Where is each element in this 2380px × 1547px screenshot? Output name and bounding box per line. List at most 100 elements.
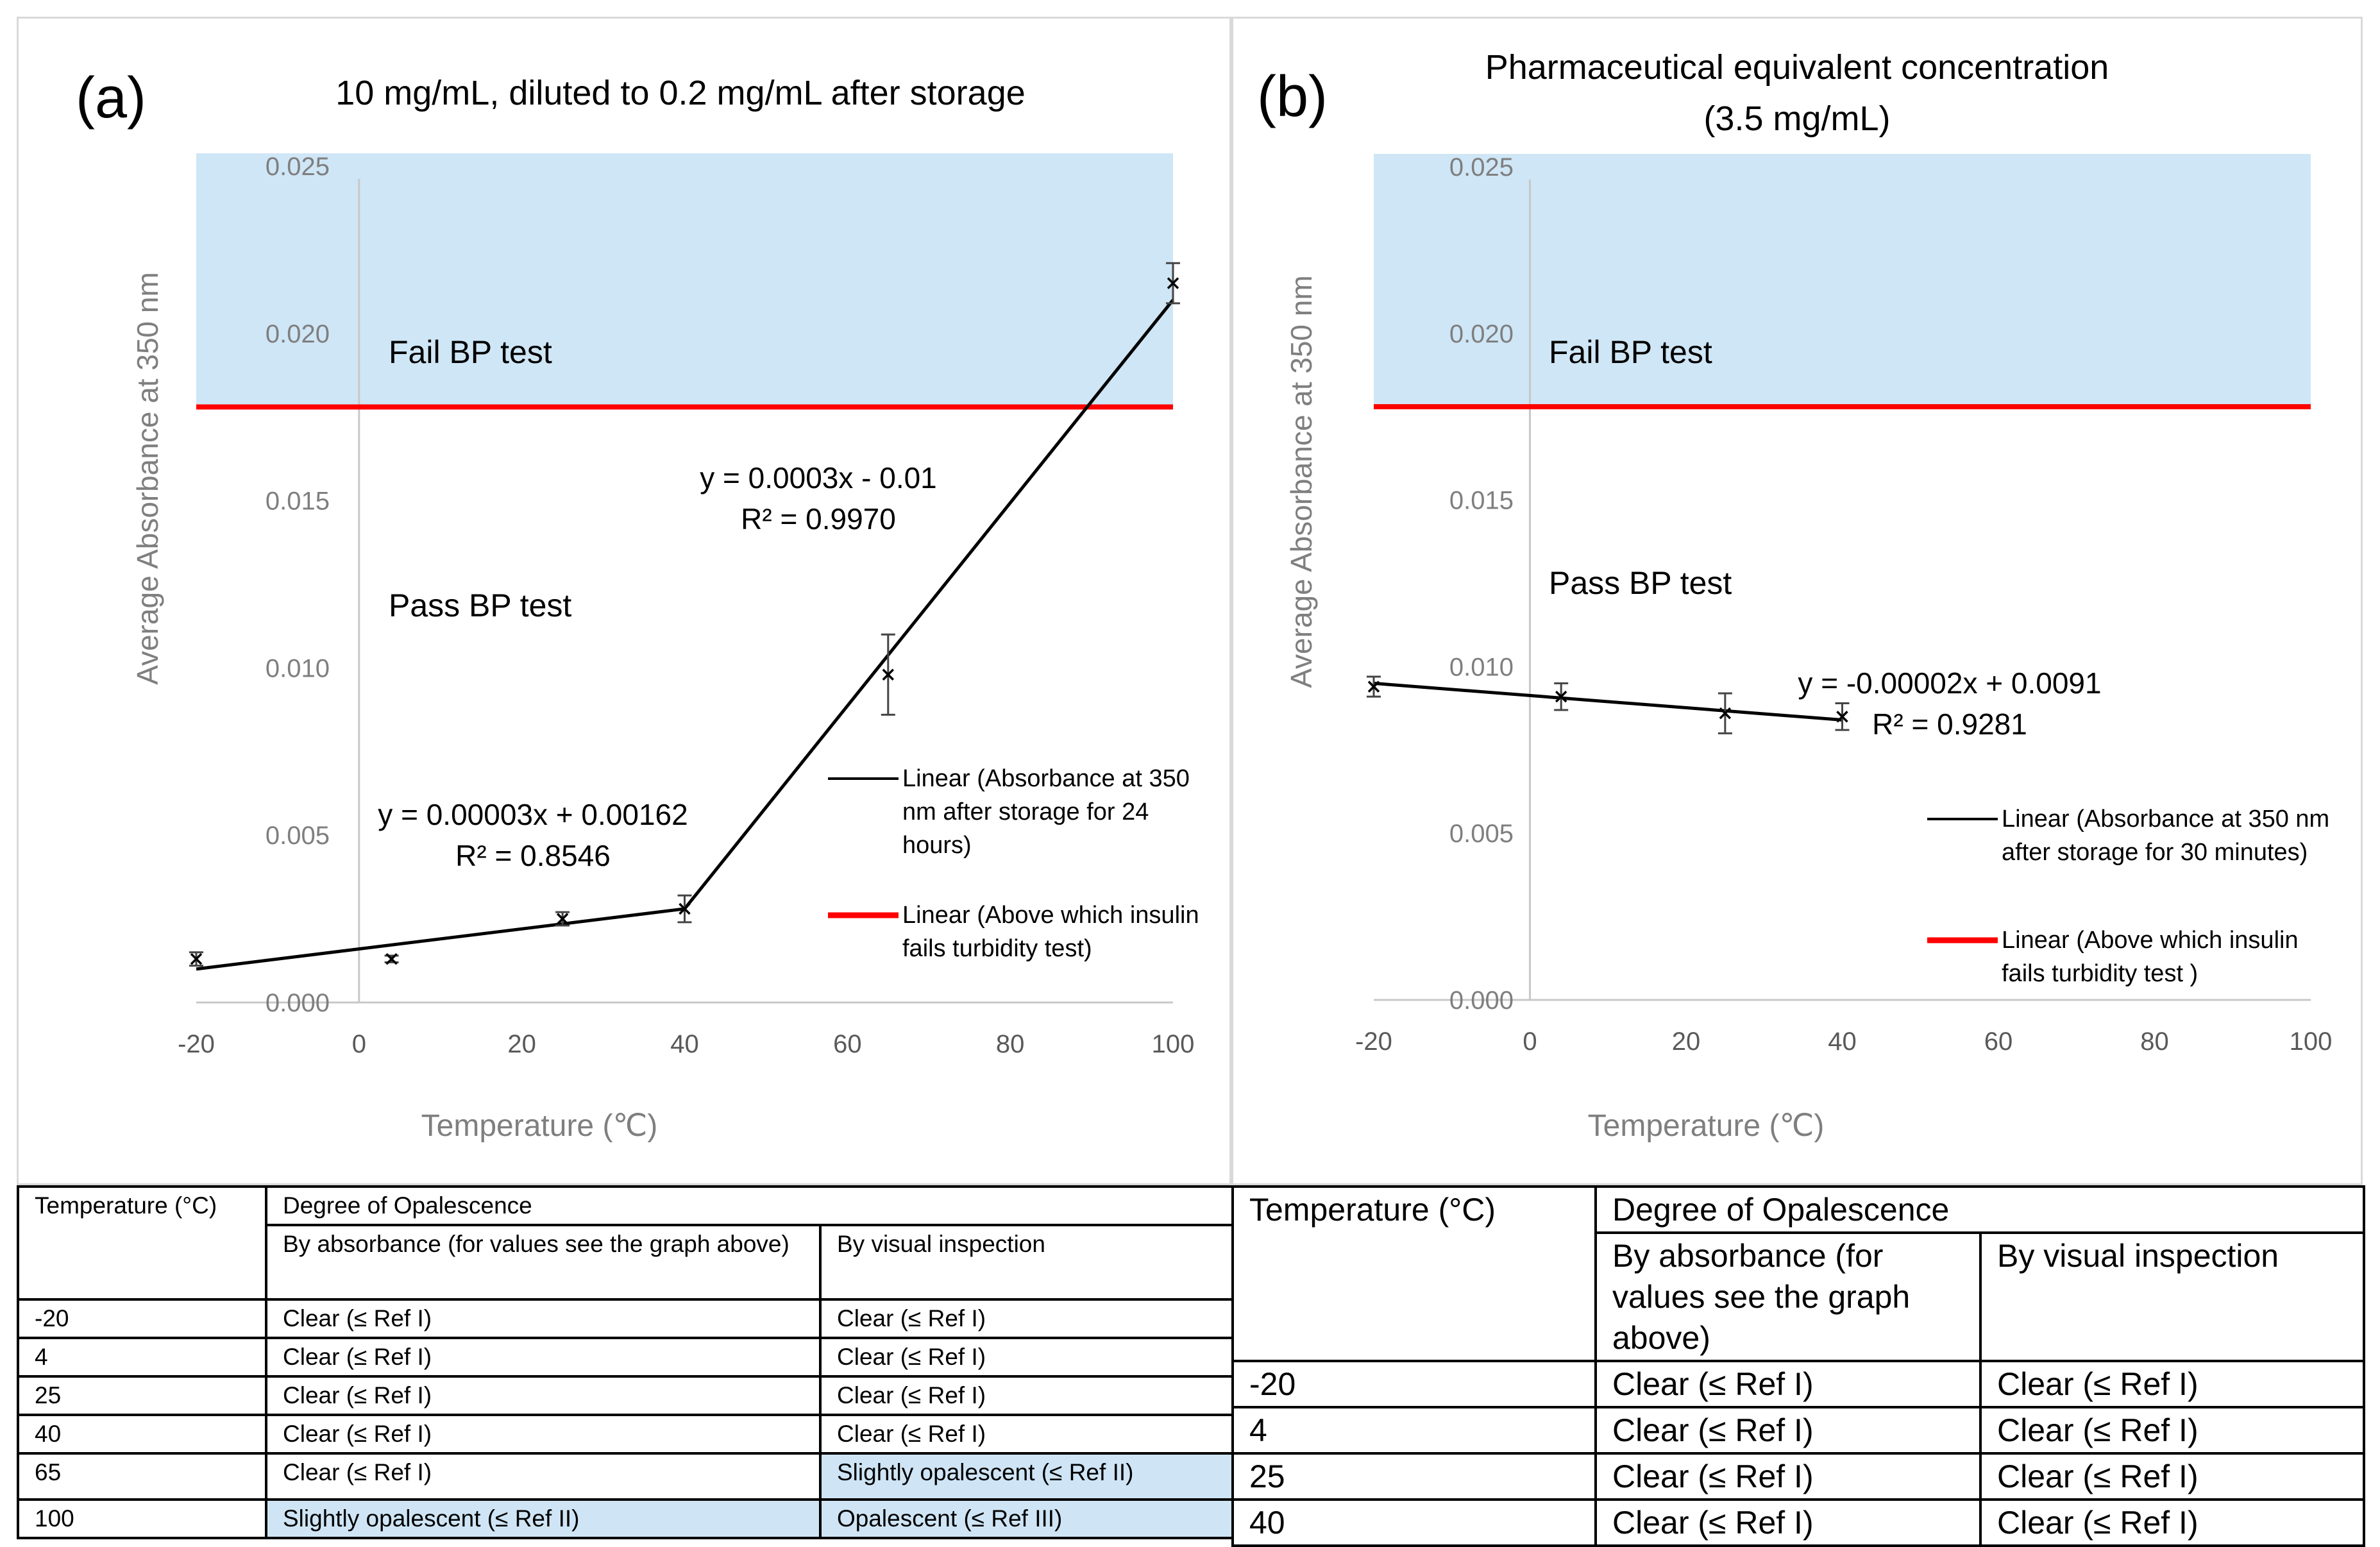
trendline-equation: y = 0.0003x - 0.01 bbox=[700, 461, 937, 495]
pass-region-label: Pass BP test bbox=[389, 588, 571, 623]
chart-a: 0.000 0.005 0.010 0.015 0.020 0.025 -20 0 20 40 60… bbox=[76, 66, 1199, 1143]
header-temperature: Temperature (°C) bbox=[1231, 1185, 1597, 1362]
x-tick-label: 80 bbox=[996, 1030, 1025, 1058]
opalescence-table-a: Temperature (°C) Degree of Opalescence B… bbox=[17, 1185, 1234, 1539]
x-tick-label: 20 bbox=[507, 1030, 536, 1058]
x-tick-label: 80 bbox=[2140, 1027, 2169, 1056]
cell-temp: 4 bbox=[1231, 1406, 1597, 1455]
cell-absorbance: Clear (≤ Ref I) bbox=[265, 1452, 822, 1501]
chart-title: 10 mg/mL, diluted to 0.2 mg/mL after sto… bbox=[335, 74, 1025, 112]
legend-label: nm after storage for 24 bbox=[902, 799, 1149, 825]
y-tick-label: 0.015 bbox=[266, 487, 330, 516]
trendline-r-squared: R² = 0.8546 bbox=[455, 839, 611, 872]
header-visual: By visual inspection bbox=[1979, 1231, 2366, 1362]
cell-visual: Slightly opalescent (≤ Ref II) bbox=[819, 1452, 1234, 1501]
y-tick-label: 0.025 bbox=[1449, 153, 1514, 182]
cell-visual: Opalescent (≤ Ref III) bbox=[819, 1498, 1234, 1539]
cell-temp: -20 bbox=[1231, 1360, 1597, 1408]
trendline-r-squared: R² = 0.9970 bbox=[741, 502, 896, 536]
y-tick-label: 0.010 bbox=[1449, 653, 1514, 681]
table-row: 100 Slightly opalescent (≤ Ref II) Opale… bbox=[17, 1498, 1234, 1539]
cell-visual: Clear (≤ Ref I) bbox=[819, 1375, 1234, 1416]
header-degree: Degree of Opalescence bbox=[1594, 1185, 2366, 1234]
fail-region bbox=[196, 153, 1173, 407]
table-row: 4 Clear (≤ Ref I) Clear (≤ Ref I) bbox=[1231, 1406, 2366, 1455]
x-tick-label: 0 bbox=[352, 1030, 366, 1058]
cell-temp: 40 bbox=[17, 1414, 267, 1455]
table-subheader-row: By absorbance (for values see the graph … bbox=[18, 1224, 1234, 1301]
fail-region-label: Fail BP test bbox=[1549, 334, 1712, 370]
y-tick-label: 0.000 bbox=[266, 989, 330, 1017]
fail-region-label: Fail BP test bbox=[389, 334, 552, 370]
y-tick-label: 0.015 bbox=[1449, 487, 1514, 515]
data-point bbox=[882, 668, 895, 681]
table-header-row: Temperature (°C) Degree of Opalescence bbox=[17, 1185, 1234, 1301]
header-temperature: Temperature (°C) bbox=[17, 1185, 267, 1301]
cell-visual: Clear (≤ Ref I) bbox=[819, 1337, 1234, 1378]
panel-b-frame bbox=[1231, 17, 2363, 1185]
cell-visual: Clear (≤ Ref I) bbox=[1979, 1498, 2366, 1547]
x-tick-label: 100 bbox=[2290, 1027, 2333, 1056]
y-tick-label: 0.025 bbox=[266, 153, 330, 181]
x-tick-label: 60 bbox=[1984, 1027, 2013, 1056]
data-point bbox=[679, 902, 691, 915]
chart-b: 0.000 0.005 0.010 0.015 0.020 0.025 -20 0 20 40 60… bbox=[1257, 48, 2333, 1143]
table-row: 40 Clear (≤ Ref I) Clear (≤ Ref I) bbox=[1231, 1498, 2366, 1547]
legend-label: Linear (Absorbance at 350 nm bbox=[2002, 806, 2329, 833]
cell-absorbance: Clear (≤ Ref I) bbox=[265, 1375, 822, 1416]
data-point bbox=[385, 952, 398, 965]
cell-visual: Clear (≤ Ref I) bbox=[1979, 1406, 2366, 1455]
y-tick-label: 0.005 bbox=[1449, 820, 1514, 848]
cell-temp: 25 bbox=[17, 1375, 267, 1416]
cell-temp: 65 bbox=[17, 1452, 267, 1501]
y-axis-title: Average Absorbance at 350 nm bbox=[1285, 275, 1318, 688]
data-point bbox=[1167, 277, 1179, 289]
pass-region-label: Pass BP test bbox=[1549, 565, 1732, 601]
table-row: 40 Clear (≤ Ref I) Clear (≤ Ref I) bbox=[17, 1414, 1234, 1455]
legend-label: Linear (Absorbance at 350 bbox=[902, 765, 1190, 792]
x-tick-label: -20 bbox=[1355, 1027, 1392, 1056]
legend-label: fails turbidity test ) bbox=[2002, 960, 2198, 987]
data-point bbox=[1367, 681, 1380, 693]
trendline bbox=[683, 299, 1174, 910]
cell-absorbance: Slightly opalescent (≤ Ref II) bbox=[265, 1498, 822, 1539]
cell-visual: Clear (≤ Ref I) bbox=[819, 1298, 1234, 1339]
x-axis-title: Temperature (℃) bbox=[421, 1109, 658, 1143]
data-point bbox=[1719, 707, 1732, 720]
trendline-equation: y = -0.00002x + 0.0091 bbox=[1798, 666, 2101, 700]
table-row: 25 Clear (≤ Ref I) Clear (≤ Ref I) bbox=[17, 1375, 1234, 1416]
cell-visual: Clear (≤ Ref I) bbox=[1979, 1452, 2366, 1501]
table-header-row: Temperature (°C) Degree of Opalescence bbox=[1231, 1185, 2366, 1362]
panel-a-frame bbox=[17, 17, 1231, 1185]
cell-absorbance: Clear (≤ Ref I) bbox=[265, 1414, 822, 1455]
x-axis-title: Temperature (℃) bbox=[1588, 1109, 1825, 1143]
header-absorbance: By absorbance (for values see the graph … bbox=[265, 1224, 822, 1301]
legend-label: Linear (Above which insulin bbox=[2002, 927, 2299, 954]
y-tick-label: 0.020 bbox=[266, 320, 330, 348]
trendline-r-squared: R² = 0.9281 bbox=[1872, 707, 2027, 741]
trendline bbox=[1373, 681, 1843, 722]
x-tick-label: 100 bbox=[1152, 1030, 1195, 1058]
y-tick-label: 0.005 bbox=[266, 822, 330, 850]
cell-absorbance: Clear (≤ Ref I) bbox=[1594, 1452, 1982, 1501]
y-tick-label: 0.000 bbox=[1449, 986, 1514, 1015]
x-tick-label: 60 bbox=[833, 1030, 862, 1058]
cell-temp: 4 bbox=[17, 1337, 267, 1378]
x-tick-label: 0 bbox=[1523, 1027, 1537, 1056]
cell-absorbance: Clear (≤ Ref I) bbox=[1594, 1498, 1982, 1547]
header-absorbance: By absorbance (for values see the graph … bbox=[1594, 1231, 1982, 1362]
legend-label: after storage for 30 minutes) bbox=[2002, 839, 2308, 866]
cell-absorbance: Clear (≤ Ref I) bbox=[265, 1298, 822, 1339]
fail-region bbox=[1374, 154, 2311, 407]
cell-absorbance: Clear (≤ Ref I) bbox=[1594, 1406, 1982, 1455]
trendline bbox=[196, 907, 685, 971]
cell-absorbance: Clear (≤ Ref I) bbox=[1594, 1360, 1982, 1408]
table-row: -20 Clear (≤ Ref I) Clear (≤ Ref I) bbox=[17, 1298, 1234, 1339]
header-degree: Degree of Opalescence bbox=[265, 1185, 1234, 1226]
y-axis-title: Average Absorbance at 350 nm bbox=[131, 272, 164, 685]
x-tick-label: -20 bbox=[178, 1030, 215, 1058]
cell-absorbance: Clear (≤ Ref I) bbox=[265, 1337, 822, 1378]
panel-label: (b) bbox=[1257, 65, 1328, 129]
cell-temp: 25 bbox=[1231, 1452, 1597, 1501]
cell-visual: Clear (≤ Ref I) bbox=[819, 1414, 1234, 1455]
